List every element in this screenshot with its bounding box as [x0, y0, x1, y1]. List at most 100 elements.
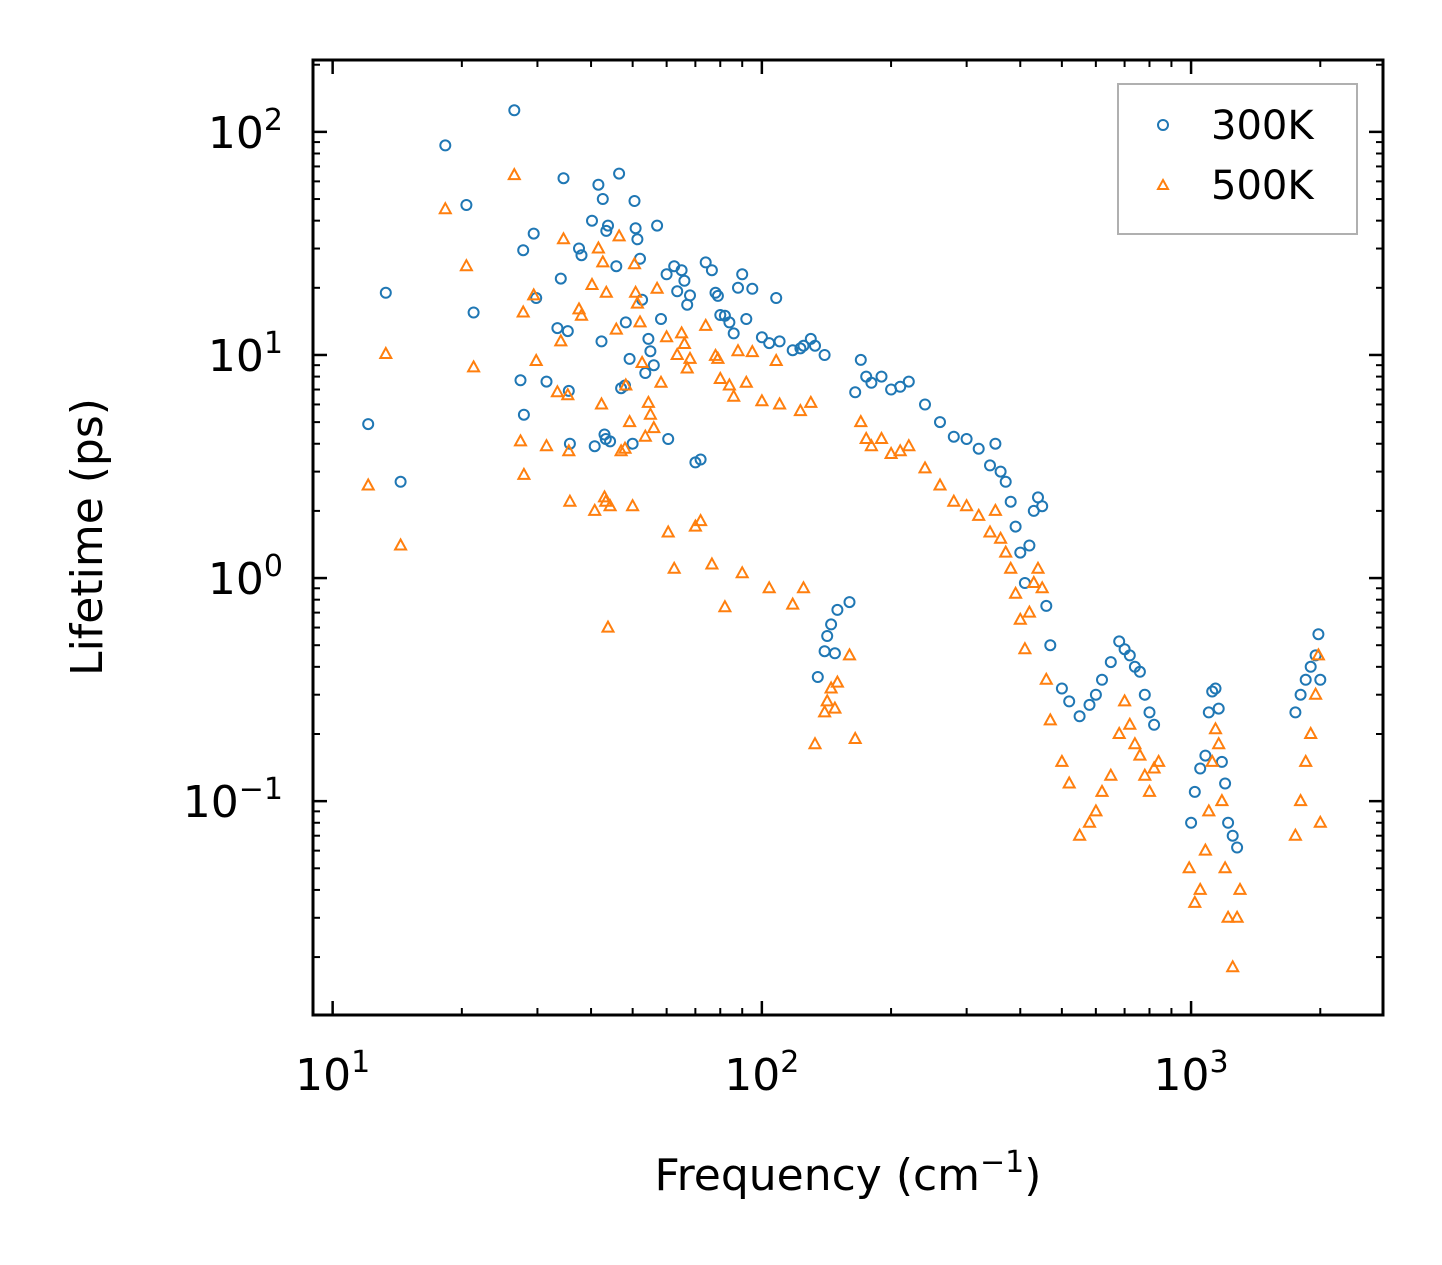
point-500k	[1182, 860, 1197, 874]
point-500k	[1039, 671, 1054, 685]
point-500k	[704, 556, 720, 570]
point-500k	[1017, 641, 1033, 655]
point-500k	[739, 374, 754, 388]
point-300k	[1055, 682, 1068, 695]
point-500k	[378, 345, 393, 359]
point-300k	[947, 430, 960, 443]
point-500k	[793, 403, 808, 417]
point-500k	[632, 314, 648, 328]
point-300k	[586, 214, 598, 227]
point-300k	[467, 306, 480, 319]
point-300k	[865, 376, 878, 389]
point-300k	[821, 630, 834, 642]
point-500k	[560, 387, 575, 401]
point-500k	[971, 507, 986, 521]
point-300k	[623, 352, 636, 365]
y-axis-label: Lifetime (ps)	[62, 398, 113, 676]
point-500k	[591, 240, 606, 254]
point-300k	[671, 285, 684, 298]
point-300k	[1299, 673, 1312, 686]
point-500k	[988, 502, 1003, 516]
point-500k	[1094, 783, 1110, 797]
point-500k	[630, 295, 645, 309]
point-500k	[628, 284, 643, 298]
point-300k	[828, 647, 841, 660]
point-500k	[562, 493, 578, 507]
point-500k	[1103, 767, 1118, 781]
point-300k	[825, 618, 838, 631]
point-500k	[595, 254, 610, 268]
point-500k	[785, 596, 800, 610]
point-300k	[1044, 639, 1057, 652]
point-300k	[517, 244, 530, 257]
point-300k	[1206, 685, 1219, 698]
point-300k	[1212, 702, 1225, 715]
point-300k	[994, 465, 1007, 478]
point-500k	[803, 394, 818, 408]
point-500k	[550, 384, 565, 398]
point-300k	[1294, 688, 1307, 701]
point-500k	[1013, 611, 1028, 625]
point-500k	[667, 560, 682, 574]
point-300k	[644, 345, 657, 358]
series-500k-points	[361, 167, 1328, 973]
point-500k	[693, 513, 708, 527]
point-300k	[709, 286, 722, 299]
point-500k	[598, 493, 613, 507]
point-300k	[843, 596, 856, 609]
point-300k	[811, 671, 824, 683]
point-300k	[1004, 495, 1017, 508]
point-500k	[611, 228, 627, 242]
point-300k	[1036, 500, 1049, 513]
point-300k	[1123, 649, 1136, 662]
point-500k	[1043, 712, 1058, 726]
point-300k	[1040, 599, 1053, 612]
point-500k	[827, 700, 843, 714]
point-500k	[539, 438, 554, 452]
point-500k	[659, 329, 674, 343]
point-500k	[674, 325, 689, 339]
point-500k	[1303, 725, 1318, 739]
legend-label-500k: 500K	[1211, 163, 1315, 209]
point-500k	[722, 377, 737, 391]
point-500k	[1035, 580, 1050, 594]
point-300k	[527, 227, 540, 240]
point-300k	[1138, 688, 1151, 701]
point-500k	[1088, 803, 1104, 817]
point-300k	[554, 272, 567, 285]
point-500k	[1232, 881, 1248, 895]
point-300k	[642, 332, 655, 345]
point-300k	[675, 264, 688, 277]
point-300k	[1083, 698, 1096, 711]
point-500k	[438, 201, 453, 215]
point-500k	[1112, 725, 1127, 739]
point-300k	[613, 167, 626, 180]
legend: 300K 500K	[1117, 83, 1358, 235]
point-300k	[705, 264, 718, 277]
point-300k	[1023, 539, 1036, 552]
point-300k	[629, 222, 642, 235]
point-300k	[849, 386, 862, 399]
point-300k	[1009, 520, 1022, 533]
legend-marker-500k	[1156, 177, 1170, 190]
point-500k	[993, 530, 1008, 544]
point-500k	[1137, 767, 1152, 781]
point-300k	[902, 375, 915, 388]
point-300k	[1185, 816, 1198, 829]
point-300k	[460, 199, 473, 211]
point-500k	[574, 307, 589, 321]
point-500k	[1214, 793, 1230, 807]
point-300k	[362, 418, 375, 431]
point-500k	[618, 377, 633, 391]
point-300k	[1222, 816, 1235, 829]
point-300k	[773, 335, 786, 348]
point-300k	[561, 325, 574, 338]
point-300k	[1304, 660, 1317, 673]
point-500k	[998, 544, 1013, 558]
point-300k	[732, 281, 744, 294]
point-300k	[575, 249, 588, 262]
point-300k	[711, 289, 724, 302]
point-300k	[1188, 785, 1201, 798]
point-500k	[874, 430, 889, 444]
point-500k	[853, 414, 868, 428]
